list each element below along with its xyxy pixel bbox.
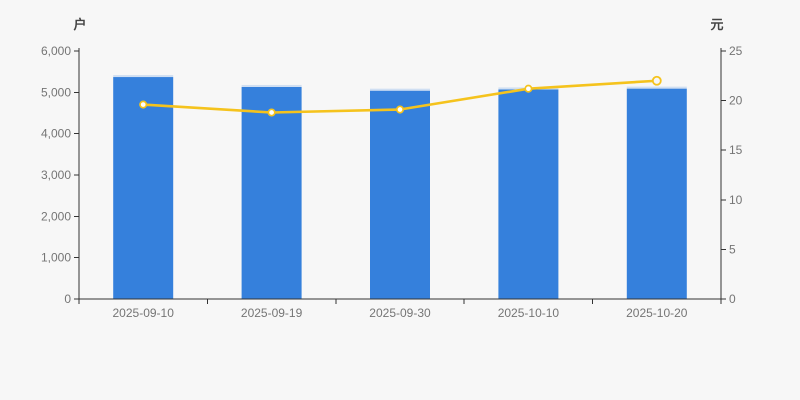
right-axis-tick-label: 5 (729, 242, 736, 256)
line-point-hollow-2025-10-20[interactable] (651, 75, 662, 86)
x-axis-category-label: 2025-09-10 (113, 306, 175, 320)
right-axis-tick-label: 10 (729, 193, 743, 207)
line-point-2025-10-10[interactable] (524, 84, 533, 93)
bar-2025-09-10[interactable] (113, 77, 174, 299)
x-axis-category-label: 2025-10-20 (626, 306, 688, 320)
left-axis-tick-label: 3,000 (41, 168, 71, 182)
line-point-2025-09-10[interactable] (139, 100, 148, 109)
left-axis-tick-label: 6,000 (41, 44, 71, 58)
left-axis-tick-label: 2,000 (41, 209, 71, 223)
bar-top-highlight (370, 88, 430, 91)
x-axis-category-label: 2025-10-10 (498, 306, 560, 320)
bar-2025-09-30[interactable] (370, 90, 430, 300)
x-axis-category-label: 2025-09-30 (369, 306, 431, 320)
bar-top-highlight (113, 75, 174, 78)
bar-2025-10-10[interactable] (498, 89, 559, 299)
x-axis-category-label: 2025-09-19 (241, 306, 303, 320)
right-axis-tick-label: 15 (729, 143, 743, 157)
left-axis-tick-label: 1,000 (41, 251, 71, 265)
right-axis-tick-label: 25 (729, 44, 743, 58)
line-point-2025-09-19[interactable] (267, 108, 276, 117)
line-point-2025-09-30[interactable] (395, 105, 405, 114)
left-axis-tick-label: 4,000 (41, 127, 71, 141)
right-axis-tick-label: 0 (729, 292, 736, 306)
left-axis-tick-label: 0 (64, 292, 71, 306)
right-axis-tick-label: 20 (729, 94, 743, 108)
right-axis-unit-label: 元 (710, 17, 724, 32)
bar-2025-09-19[interactable] (241, 86, 302, 300)
left-axis-tick-label: 5,000 (41, 85, 71, 99)
bar-top-highlight (241, 84, 302, 87)
left-axis-unit-label: 户 (73, 17, 87, 32)
bar-top-highlight (626, 86, 687, 89)
bar-2025-10-20[interactable] (626, 88, 687, 299)
